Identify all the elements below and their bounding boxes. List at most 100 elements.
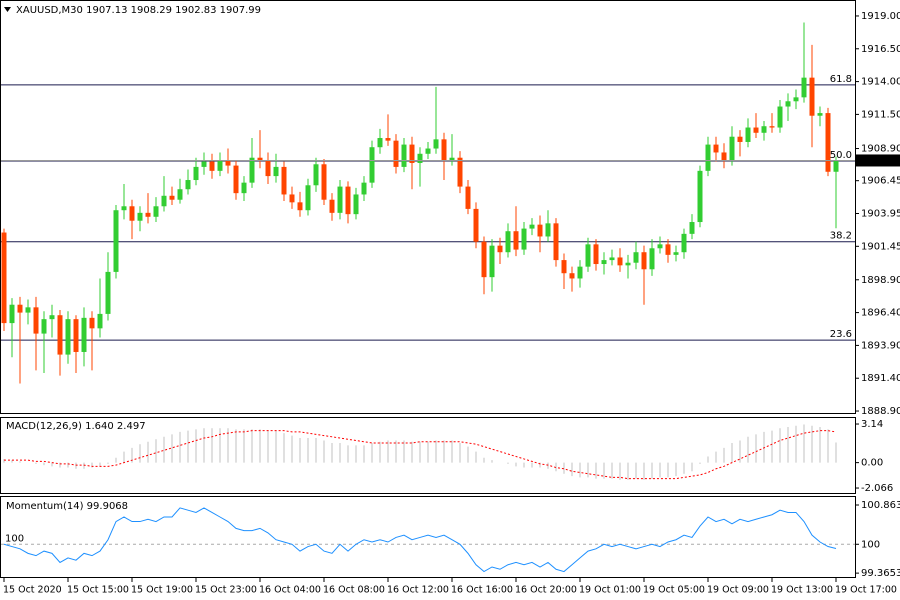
candle-body <box>321 164 327 200</box>
candle-body <box>25 307 31 313</box>
fib-label: 50.0 <box>830 150 852 161</box>
candle-body <box>833 160 839 172</box>
x-tick-label: 16 Oct 12:00 <box>387 585 449 596</box>
candle-body <box>761 126 767 133</box>
menu-arrow[interactable] <box>4 7 11 12</box>
candle-body <box>689 222 695 234</box>
candle-body <box>649 248 655 270</box>
candle-body <box>289 194 295 203</box>
y-tick-label: 1893.90 <box>861 340 900 351</box>
candle-body <box>425 148 431 154</box>
macd-title: MACD(12,26,9) 1.640 2.497 <box>6 421 146 432</box>
bid-label: 1907.99 <box>860 155 900 166</box>
candle-body <box>393 140 399 167</box>
y-tick-label: 1906.45 <box>861 176 900 187</box>
candle-body <box>593 244 599 265</box>
candle-body <box>657 244 663 249</box>
chart-title: XAUUSD,M30 1907.13 1908.29 1902.83 1907.… <box>16 5 261 16</box>
candle-body <box>129 206 135 221</box>
candle-body <box>281 166 287 195</box>
candle-body <box>505 231 511 253</box>
y-tick-label: 1908.90 <box>861 144 900 155</box>
candle-body <box>201 161 207 167</box>
candle-body <box>417 153 423 163</box>
candle-body <box>673 252 679 255</box>
candle-body <box>409 144 415 163</box>
x-tick-label: 15 Oct 19:00 <box>131 585 193 596</box>
candle-body <box>441 139 447 161</box>
candle-body <box>249 157 255 183</box>
macd-panel-frame <box>0 417 856 494</box>
x-tick-label: 15 Oct 15:00 <box>67 585 129 596</box>
y-tick-label: 1891.40 <box>861 373 900 384</box>
candle-body <box>449 157 455 161</box>
candle-body <box>809 77 815 116</box>
candle-body <box>193 166 199 181</box>
candle-body <box>161 195 167 207</box>
y-tick-label: 100 <box>861 539 880 550</box>
candle-body <box>305 185 311 211</box>
candle-body <box>785 101 791 107</box>
candle-body <box>153 206 159 217</box>
candle-body <box>73 319 79 352</box>
y-tick-label: -2.066 <box>861 483 893 494</box>
bid-label-box <box>856 154 900 167</box>
candle-body <box>601 260 607 265</box>
candle-body <box>265 160 271 177</box>
candle-body <box>433 139 439 149</box>
candle-body <box>233 165 239 194</box>
candle-body <box>713 144 719 153</box>
candle-body <box>329 199 335 213</box>
y-tick-label: 3.14 <box>861 419 883 430</box>
candle-body <box>145 212 151 217</box>
candle-body <box>825 113 831 172</box>
candle-body <box>97 313 103 329</box>
candle-body <box>777 106 783 128</box>
main-panel-frame <box>0 0 856 414</box>
candle-body <box>337 186 343 213</box>
candle-body <box>793 97 799 102</box>
candle-body <box>817 113 823 116</box>
candle-body <box>121 206 127 211</box>
candle-body <box>569 273 575 279</box>
candle-body <box>401 144 407 167</box>
candle-body <box>497 245 503 253</box>
x-tick-label: 19 Oct 01:00 <box>579 585 641 596</box>
x-tick-label: 19 Oct 09:00 <box>707 585 769 596</box>
y-tick-label: 1919.00 <box>861 11 900 22</box>
momentum-panel-frame <box>0 496 856 578</box>
candle-body <box>257 157 263 161</box>
fib-label: 23.6 <box>830 329 852 340</box>
candle-body <box>353 194 359 215</box>
candle-body <box>617 257 623 266</box>
candle-body <box>313 164 319 186</box>
macd-signal-line <box>4 430 837 480</box>
candle-body <box>209 161 215 171</box>
y-tick-label: 1914.00 <box>861 77 900 88</box>
candle-body <box>273 166 279 177</box>
candle-body <box>745 127 751 142</box>
candle-body <box>529 224 535 229</box>
candle-body <box>241 182 247 194</box>
candle-body <box>753 127 759 133</box>
candle-body <box>465 186 471 209</box>
candle-body <box>369 147 375 183</box>
candle-body <box>609 257 615 261</box>
x-tick-label: 19 Oct 05:00 <box>643 585 705 596</box>
candle-body <box>105 271 111 314</box>
level-label: 100 <box>5 533 24 544</box>
candle-body <box>561 260 567 274</box>
y-tick-label: 1888.90 <box>861 406 900 417</box>
candle-body <box>377 138 383 148</box>
x-tick-label: 16 Oct 04:00 <box>259 585 321 596</box>
candle-body <box>385 138 391 141</box>
candle-body <box>537 224 543 237</box>
candle-body <box>489 245 495 278</box>
momentum-title: Momentum(14) 99.9068 <box>6 501 128 512</box>
x-tick-label: 15 Oct 2020 <box>3 585 62 596</box>
y-tick-label: 1903.95 <box>861 208 900 219</box>
candle-body <box>633 252 639 263</box>
